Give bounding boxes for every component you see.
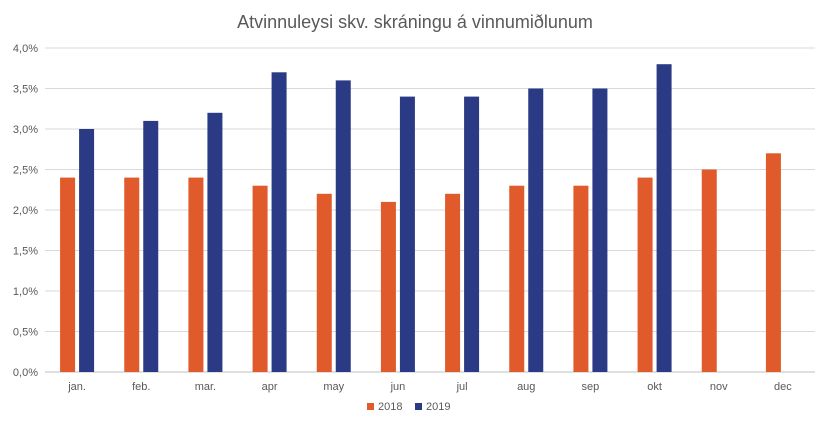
y-tick-label: 1,5% [13, 246, 38, 258]
y-tick-label: 1,0% [13, 286, 38, 298]
bar-2018-dec [765, 153, 781, 372]
x-tick-label: jul [456, 381, 468, 393]
y-tick-label: 0,5% [13, 327, 38, 339]
bar-2018-sep [573, 185, 589, 372]
bar-2019-may [335, 80, 351, 373]
bar-2019-apr [271, 72, 287, 373]
x-tick-label: feb. [132, 381, 150, 393]
y-axis: 0,0% 0,5% 1,0% 1,5% 2,0% 2,5% 3,0% 3,5% 4,0% [13, 43, 38, 379]
x-axis: jan. feb. mar. apr may jun jul aug sep okt nov dec [67, 381, 792, 393]
bar-2019-feb. [143, 120, 159, 373]
bar-2018-jul [445, 193, 461, 372]
bar-2018-mar. [188, 177, 204, 372]
y-tick-label: 0,0% [13, 367, 38, 379]
x-tick-label: apr [262, 381, 278, 393]
bar-2018-okt [637, 177, 653, 372]
x-tick-label: may [323, 381, 344, 393]
bar-2018-jan. [60, 177, 76, 372]
bar-2018-jun [380, 201, 396, 372]
y-tick-label: 3,5% [13, 84, 38, 96]
bar-2018-apr [252, 185, 268, 372]
x-tick-label: dec [774, 381, 792, 393]
legend-swatch-2018 [367, 403, 374, 410]
bar-2019-jun [399, 96, 415, 372]
y-tick-label: 3,0% [13, 124, 38, 136]
chart-title: Atvinnuleysi skv. skráningu á vinnumiðlu… [237, 12, 593, 32]
x-tick-label: nov [710, 381, 728, 393]
bar-2019-mar. [207, 112, 223, 373]
bar-2018-aug [509, 185, 525, 372]
bar-2018-feb. [124, 177, 140, 372]
bar-2018-nov [701, 169, 717, 372]
legend: 2018 2019 [367, 401, 450, 413]
x-tick-label: jun [390, 381, 406, 393]
bar-2019-aug [528, 88, 544, 372]
legend-label-2019: 2019 [426, 401, 450, 413]
bar-2019-jul [464, 96, 480, 372]
x-tick-label: jan. [67, 381, 86, 393]
bar-2019-okt [656, 64, 672, 372]
x-tick-label: mar. [195, 381, 216, 393]
x-tick-label: sep [582, 381, 600, 393]
bar-2019-sep [592, 88, 608, 372]
bar-2019-jan. [79, 129, 95, 372]
x-tick-label: aug [517, 381, 535, 393]
y-tick-label: 4,0% [13, 43, 38, 55]
bar-2018-may [316, 193, 332, 372]
y-tick-label: 2,5% [13, 165, 38, 177]
bars [60, 64, 781, 373]
gridlines [45, 47, 815, 373]
legend-swatch-2019 [415, 403, 422, 410]
legend-label-2018: 2018 [378, 401, 402, 413]
y-tick-label: 2,0% [13, 205, 38, 217]
x-tick-label: okt [647, 381, 662, 393]
